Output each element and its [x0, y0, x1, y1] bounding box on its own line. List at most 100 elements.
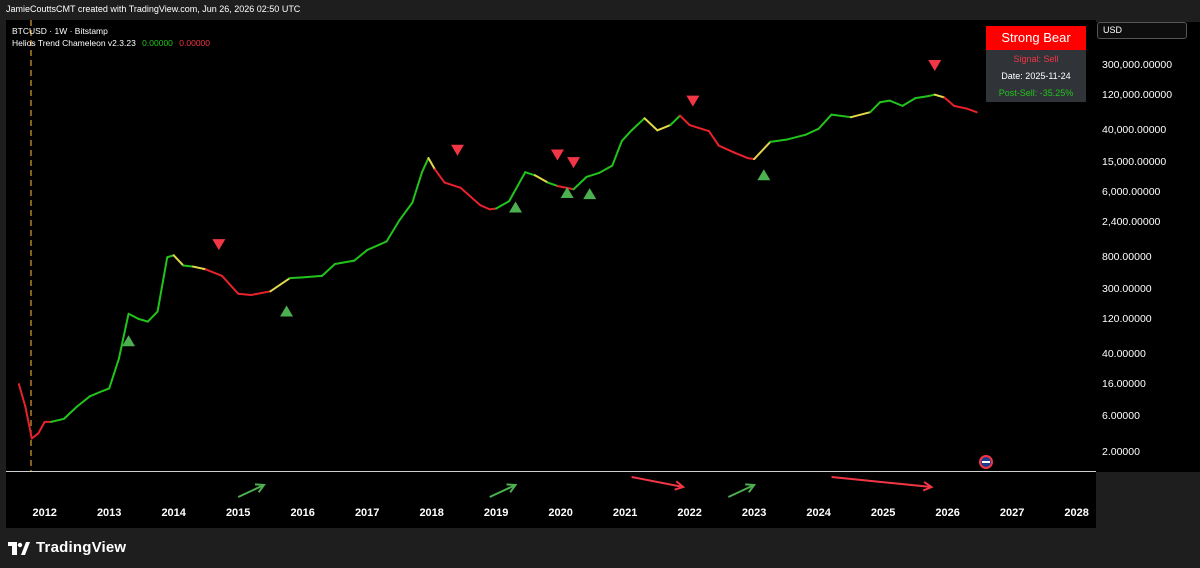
buy-signal-marker [280, 305, 294, 317]
indicator-legend[interactable]: Helios Trend Chameleon v2.3.23 0.00000 0… [12, 38, 214, 48]
price-segment [127, 312, 140, 320]
price-segment [75, 395, 91, 408]
signal-type: Signal: Sell [1013, 54, 1059, 64]
price-label: 6.00000 [1102, 409, 1140, 422]
price-label: 40,000.00000 [1102, 124, 1167, 137]
price-segment [88, 389, 104, 398]
price-segment [459, 186, 482, 207]
price-segment [611, 139, 623, 167]
price-segment [678, 114, 691, 127]
price-segment [479, 204, 491, 211]
signal-date: Date: 2025-11-24 [1001, 71, 1071, 81]
x-tick-label: 2013 [97, 507, 121, 519]
price-segment [630, 117, 646, 132]
price-segment [943, 96, 956, 107]
price-scale[interactable]: 800,000.00000300,000.00000120,000.000004… [1096, 22, 1200, 472]
price-segment [269, 277, 291, 293]
price-label: 2.00000 [1102, 445, 1140, 458]
x-tick-label: 2028 [1064, 507, 1088, 519]
annotation-arrows [237, 476, 934, 498]
red-trend-arrow [831, 476, 934, 492]
price-segment [333, 259, 356, 265]
price-segment [878, 99, 891, 104]
price-segment [146, 310, 159, 323]
price-segment [166, 254, 175, 259]
sell-signal-marker [450, 144, 464, 156]
buy-signal-marker [509, 201, 523, 213]
price-segment [888, 99, 904, 107]
buy-signal-marker [757, 169, 771, 181]
x-tick-label: 2020 [548, 507, 572, 519]
price-segment [585, 171, 601, 178]
price-segment [301, 274, 324, 279]
price-segment [524, 171, 536, 177]
price-segment [50, 417, 66, 423]
price-segment [746, 157, 756, 161]
plot-background [6, 20, 1096, 471]
tradingview-logo-text: TradingView [36, 539, 127, 556]
price-segment [804, 127, 820, 136]
price-segment [849, 111, 872, 119]
green-trend-arrow [237, 483, 266, 498]
currency-label: USD [1103, 25, 1123, 35]
x-tick-label: 2012 [32, 507, 56, 519]
tradingview-logo[interactable]: TradingView [8, 539, 126, 556]
price-segment [63, 405, 78, 420]
price-segment [914, 95, 930, 100]
x-axis-ticks: 2012 2013 2014 2015 2016 2017 2018 2019 2020 2021… [32, 507, 1088, 519]
price-segment [508, 171, 527, 203]
price-label: 6,000.00000 [1102, 185, 1161, 198]
red-trend-arrow [631, 476, 686, 491]
currency-selector[interactable]: USD [1097, 22, 1187, 39]
price-segment [533, 174, 549, 184]
price-segment [385, 219, 401, 243]
signal-title: Strong Bear [986, 26, 1086, 50]
price-segment [933, 93, 946, 99]
price-segment [785, 133, 807, 141]
sell-signal-marker [686, 95, 700, 107]
price-segment [411, 171, 424, 204]
price-segment [353, 249, 369, 262]
post-sell-return: Post-Sell: -35.25% [998, 88, 1074, 98]
price-segment [669, 114, 681, 127]
price-segment [733, 151, 749, 160]
sell-signal-marker [212, 239, 226, 251]
event-flag-icon[interactable] [979, 455, 993, 469]
price-segment [688, 124, 711, 133]
price-label: 2,400.00000 [1102, 215, 1161, 228]
price-segment [427, 157, 436, 171]
price-segment [421, 157, 430, 174]
price-segment [117, 312, 130, 360]
price-segment [182, 264, 195, 268]
x-tick-label: 2017 [355, 507, 379, 519]
tradingview-logo-icon [8, 541, 30, 555]
price-segment [769, 138, 788, 143]
price-label: 300.00000 [1102, 283, 1152, 296]
price-label: 40.00000 [1102, 348, 1146, 361]
green-trend-arrow [489, 483, 518, 498]
price-segment [137, 317, 149, 323]
price-segment [101, 387, 111, 392]
price-segment [598, 164, 614, 174]
x-tick-label: 2018 [419, 507, 443, 519]
symbol-line[interactable]: BTCUSD · 1W · Bitstamp [12, 26, 108, 36]
price-segment [927, 93, 936, 98]
price-segment [717, 144, 736, 154]
x-tick-label: 2023 [742, 507, 766, 519]
price-segment [966, 107, 978, 114]
price-segment [753, 140, 772, 161]
price-segment [30, 432, 40, 440]
price-segment [108, 357, 120, 390]
x-tick-label: 2014 [161, 507, 186, 519]
signal-panel: Strong Bear Signal: Sell Date: 2025-11-2… [986, 26, 1086, 102]
price-segment [817, 113, 833, 130]
x-tick-label: 2024 [806, 507, 831, 519]
price-label: 300,000.00000 [1102, 58, 1173, 71]
x-tick-label: 2025 [871, 507, 895, 519]
x-tick-label: 2021 [613, 507, 637, 519]
buy-signal-marker [560, 186, 574, 198]
price-segment [546, 181, 559, 187]
x-tick-label: 2016 [290, 507, 314, 519]
